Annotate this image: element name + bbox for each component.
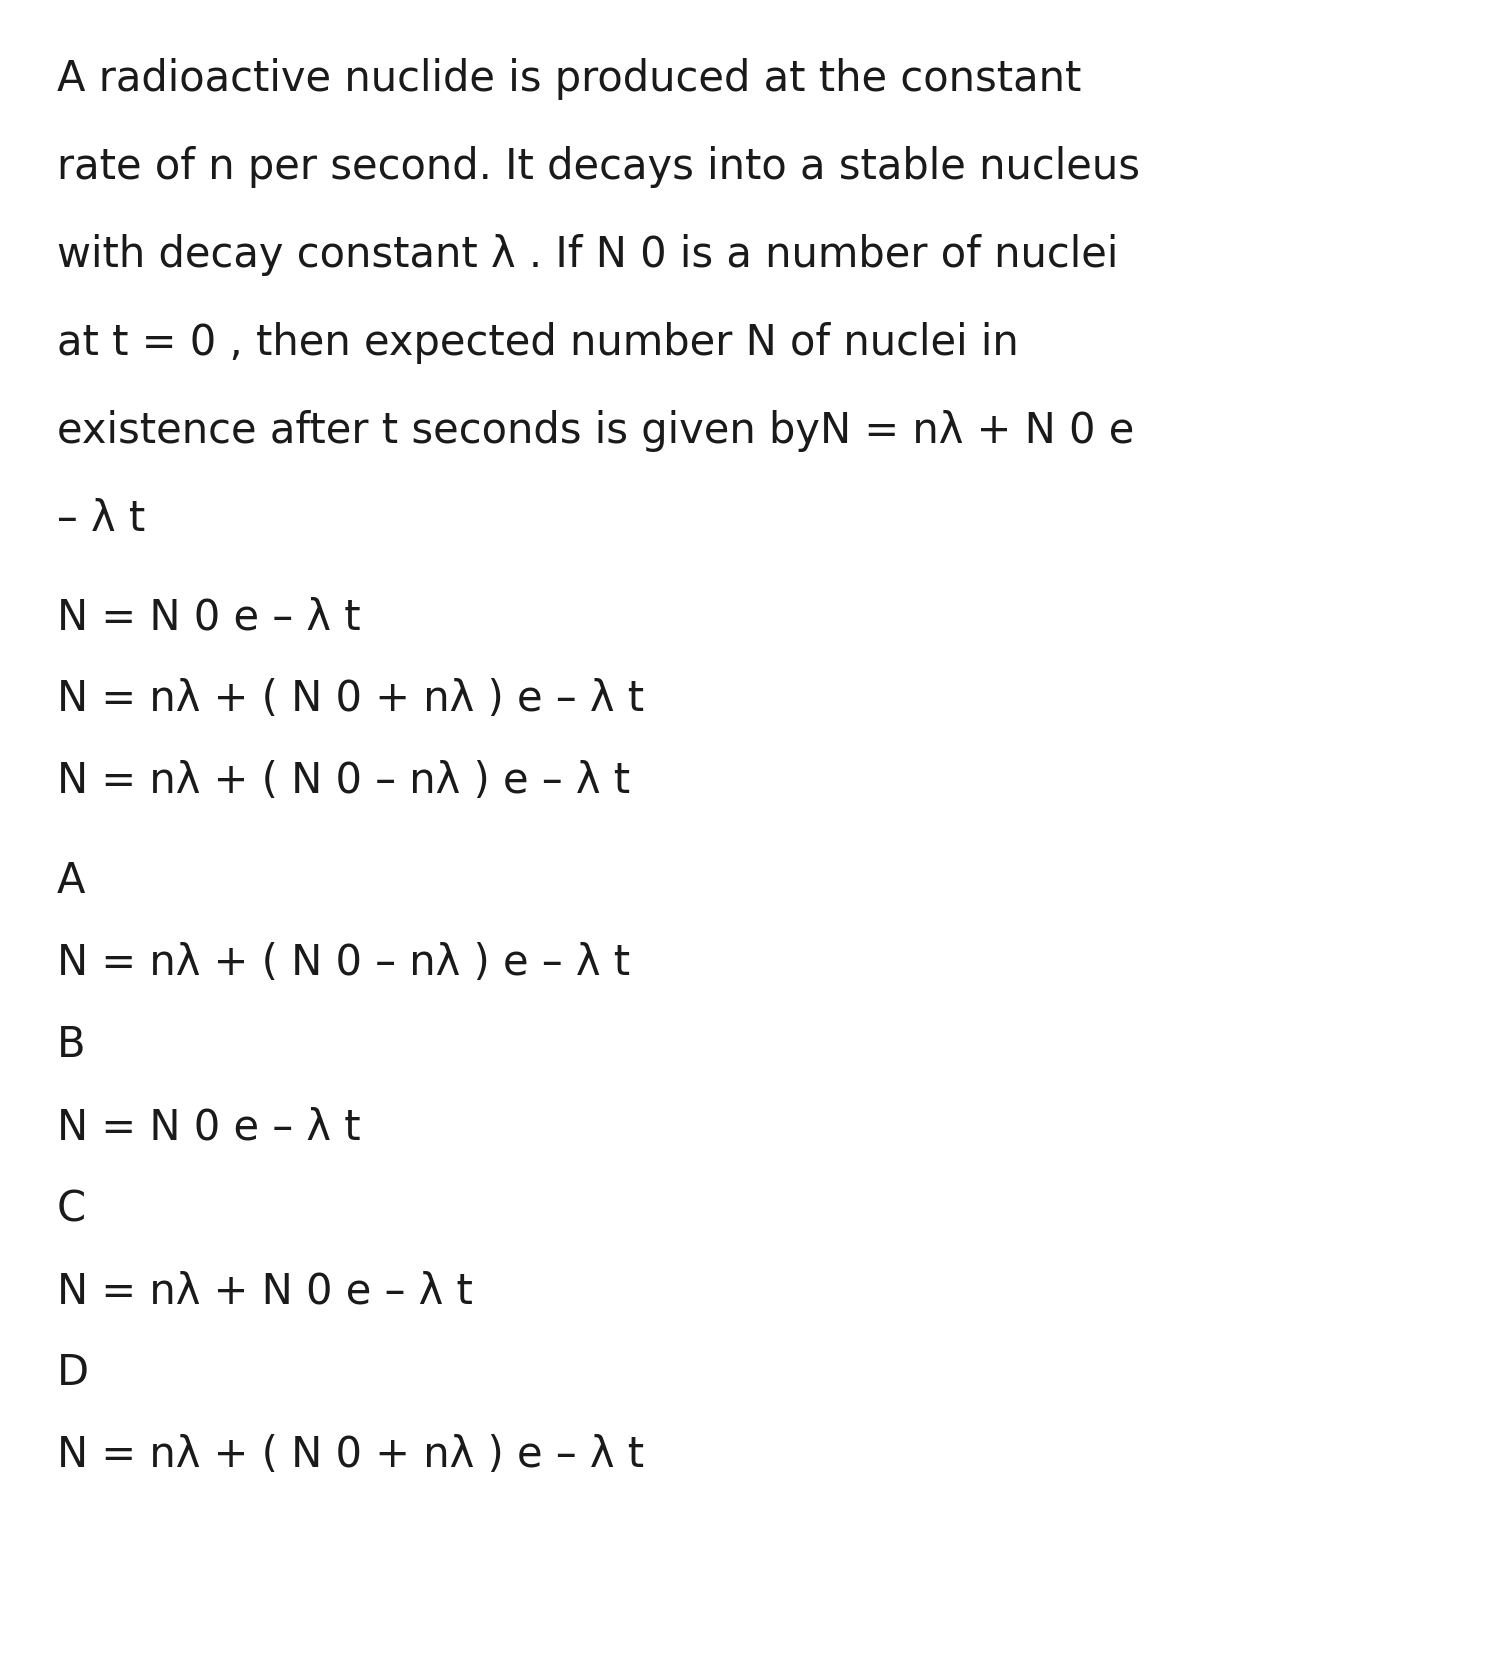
Text: D: D [57,1350,88,1394]
Text: with decay constant λ . If N 0 is a number of nuclei: with decay constant λ . If N 0 is a numb… [57,233,1119,276]
Text: existence after t seconds is given byN = nλ + N 0 e: existence after t seconds is given byN =… [57,410,1134,452]
Text: A radioactive nuclide is produced at the constant: A radioactive nuclide is produced at the… [57,58,1082,99]
Text: N = nλ + ( N 0 + nλ ) e – λ t: N = nλ + ( N 0 + nλ ) e – λ t [57,1433,644,1475]
Text: – λ t: – λ t [57,498,146,540]
Text: N = N 0 e – λ t: N = N 0 e – λ t [57,596,360,637]
Text: N = N 0 e – λ t: N = N 0 e – λ t [57,1106,360,1147]
Text: A: A [57,859,86,902]
Text: N = nλ + ( N 0 – nλ ) e – λ t: N = nλ + ( N 0 – nλ ) e – λ t [57,760,630,801]
Text: B: B [57,1023,86,1066]
Text: at t = 0 , then expected number N of nuclei in: at t = 0 , then expected number N of nuc… [57,321,1018,364]
Text: N = nλ + ( N 0 + nλ ) e – λ t: N = nλ + ( N 0 + nλ ) e – λ t [57,677,644,720]
Text: C: C [57,1187,86,1230]
Text: N = nλ + N 0 e – λ t: N = nλ + N 0 e – λ t [57,1269,473,1311]
Text: N = nλ + ( N 0 – nλ ) e – λ t: N = nλ + ( N 0 – nλ ) e – λ t [57,942,630,983]
Text: rate of n per second. It decays into a stable nucleus: rate of n per second. It decays into a s… [57,146,1140,189]
